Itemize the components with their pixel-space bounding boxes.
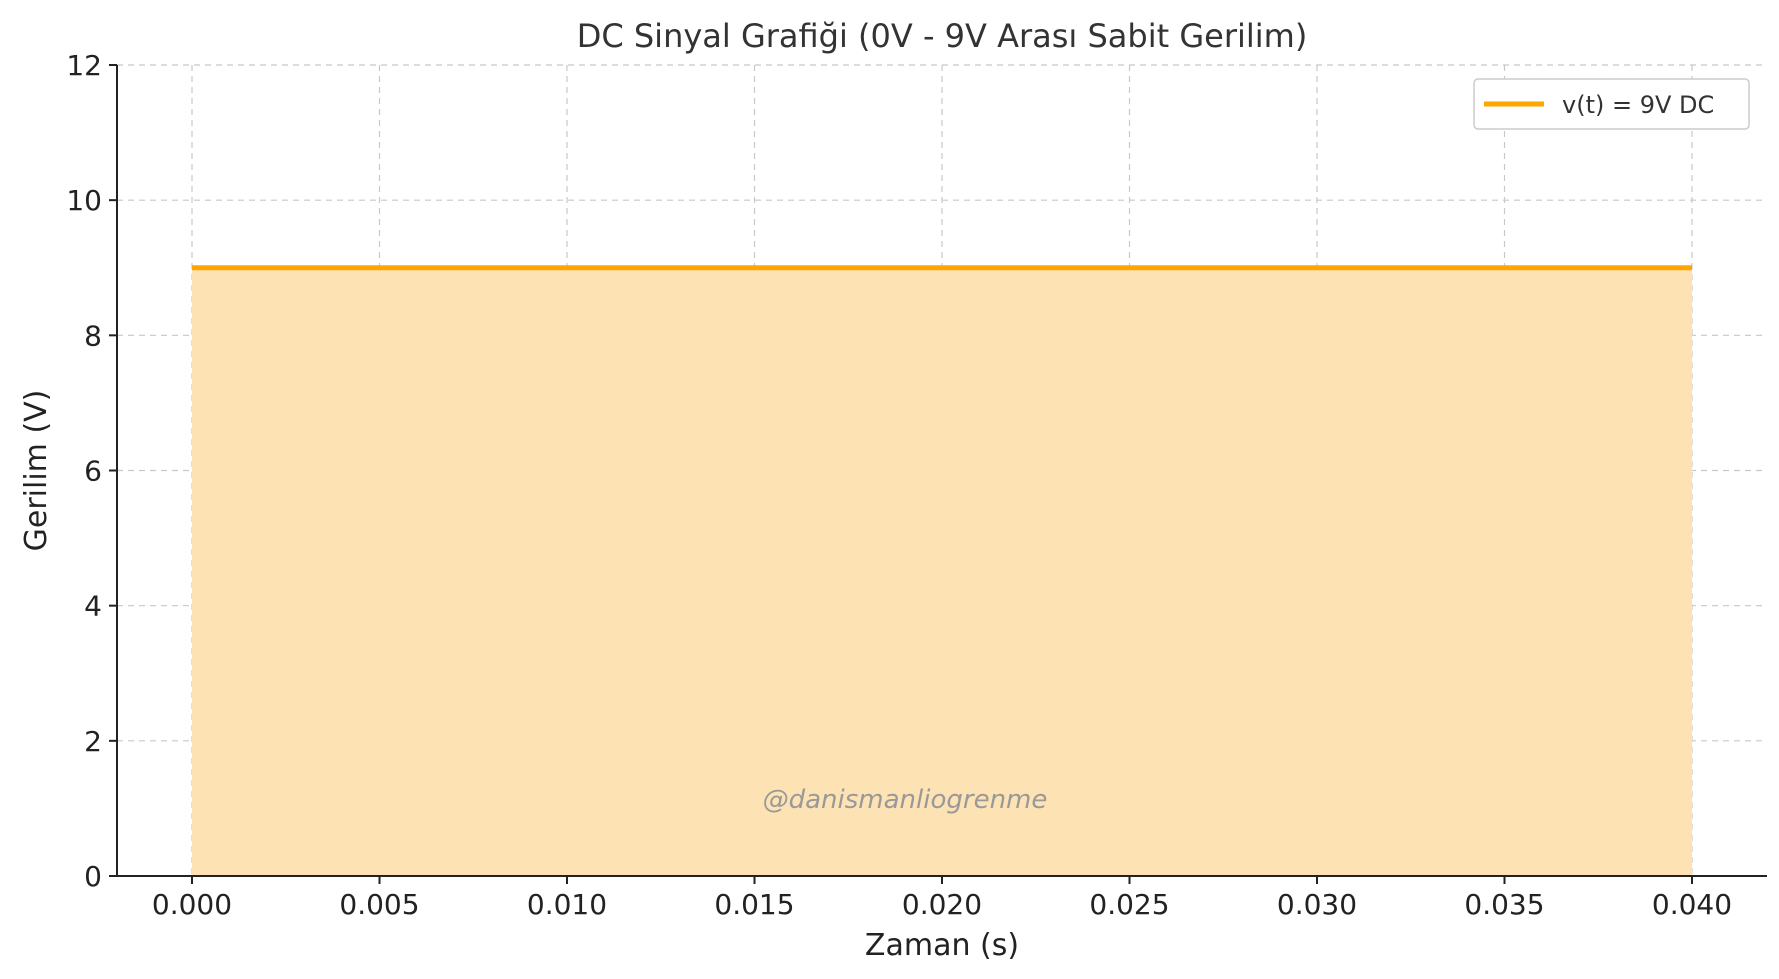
legend: v(t) = 9V DC bbox=[1473, 78, 1750, 130]
y-axis-label: Gerilim (V) bbox=[19, 390, 54, 552]
watermark-text: @danismanliogrenme bbox=[763, 785, 1048, 815]
chart-title: DC Sinyal Grafiği (0V - 9V Arası Sabit G… bbox=[577, 17, 1308, 55]
y-tick-label: 12 bbox=[66, 49, 102, 82]
x-tick-label: 0.015 bbox=[714, 888, 794, 921]
legend-label: v(t) = 9V DC bbox=[1562, 91, 1714, 119]
x-tick-label: 0.005 bbox=[339, 888, 419, 921]
legend-box bbox=[1473, 78, 1750, 130]
y-tick-label: 10 bbox=[66, 184, 102, 217]
y-tick-label: 0 bbox=[84, 860, 102, 893]
x-tick-label: 0.020 bbox=[902, 888, 982, 921]
x-tick-label: 0.000 bbox=[152, 888, 232, 921]
x-ticks: 0.000 0.005 0.010 0.015 0.020 0.025 0.030 0.035… bbox=[152, 876, 1732, 921]
y-tick-label: 4 bbox=[84, 590, 102, 623]
x-tick-label: 0.030 bbox=[1277, 888, 1357, 921]
x-tick-label: 0.010 bbox=[527, 888, 607, 921]
series-area-layer bbox=[192, 265, 1692, 876]
y-ticks: 0 2 4 6 8 10 12 bbox=[66, 49, 117, 893]
x-tick-label: 0.040 bbox=[1652, 888, 1732, 921]
y-tick-label: 2 bbox=[84, 725, 102, 758]
y-tick-label: 6 bbox=[84, 455, 102, 488]
x-tick-label: 0.025 bbox=[1089, 888, 1169, 921]
x-axis-label: Zaman (s) bbox=[865, 928, 1019, 963]
x-tick-label: 0.035 bbox=[1464, 888, 1544, 921]
y-tick-label: 8 bbox=[84, 319, 102, 352]
series-fill-area bbox=[192, 267, 1692, 876]
